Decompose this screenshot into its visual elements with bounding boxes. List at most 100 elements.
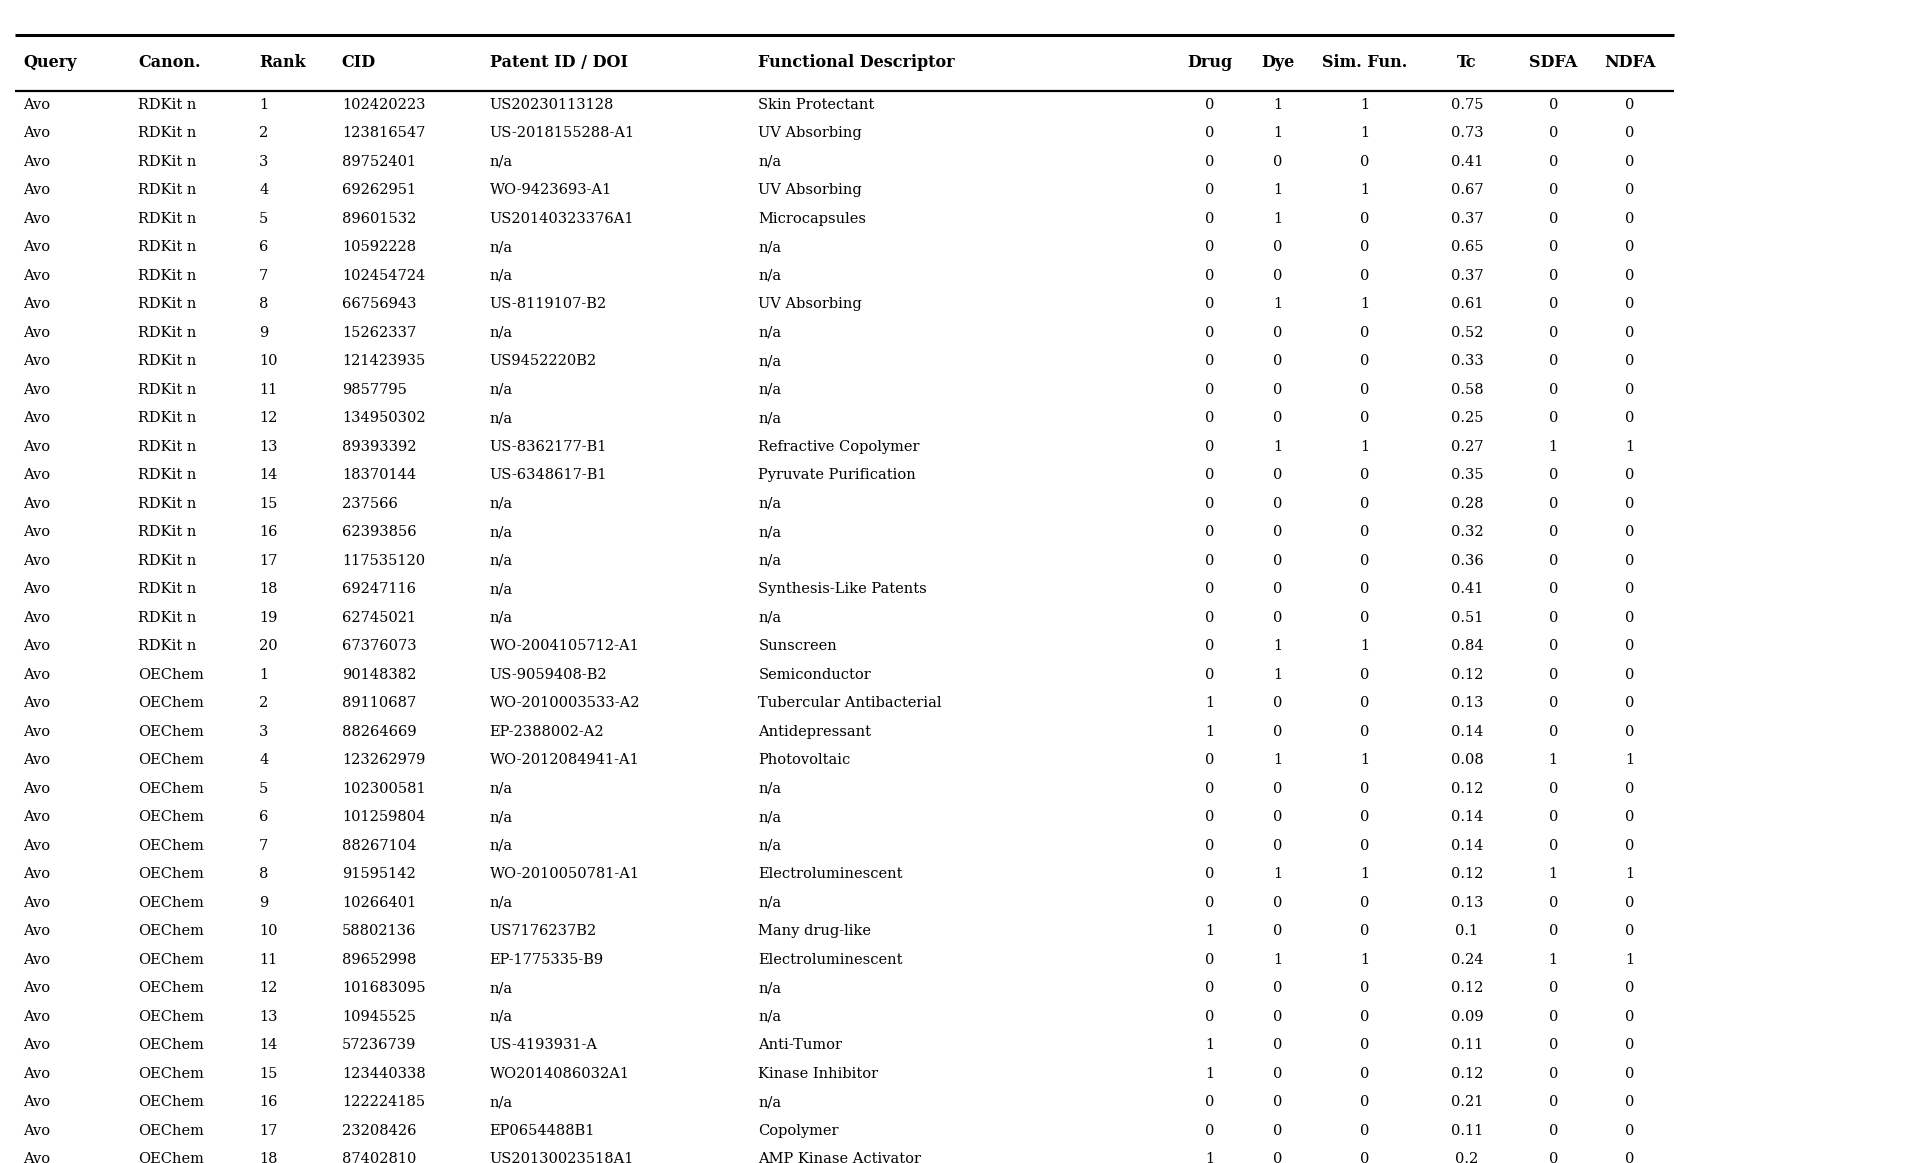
Text: 1: 1 (1273, 754, 1283, 768)
Text: RDKit n: RDKit n (138, 355, 196, 369)
Text: 1: 1 (1273, 952, 1283, 966)
Text: 0.12: 0.12 (1452, 668, 1482, 682)
Text: 18: 18 (259, 583, 278, 597)
Text: Avo: Avo (23, 383, 50, 397)
Text: 0: 0 (1206, 497, 1213, 511)
Text: EP-2388002-A2: EP-2388002-A2 (490, 725, 605, 739)
Text: 0: 0 (1626, 127, 1634, 141)
Text: 0: 0 (1549, 554, 1557, 568)
Text: Avo: Avo (23, 640, 50, 654)
Text: OEChem: OEChem (138, 982, 204, 996)
Text: Patent ID / DOI: Patent ID / DOI (490, 55, 628, 71)
Text: 0.14: 0.14 (1452, 811, 1482, 825)
Text: OEChem: OEChem (138, 952, 204, 966)
Text: RDKit n: RDKit n (138, 212, 196, 226)
Text: Functional Descriptor: Functional Descriptor (758, 55, 954, 71)
Text: n/a: n/a (758, 554, 781, 568)
Text: 1: 1 (1626, 440, 1634, 454)
Text: 0: 0 (1206, 212, 1213, 226)
Text: WO-9423693-A1: WO-9423693-A1 (490, 184, 612, 198)
Text: Avo: Avo (23, 668, 50, 682)
Text: 0: 0 (1273, 269, 1283, 283)
Text: 122224185: 122224185 (342, 1096, 424, 1110)
Text: 0: 0 (1206, 982, 1213, 996)
Text: 0: 0 (1206, 668, 1213, 682)
Text: 0.35: 0.35 (1452, 469, 1482, 483)
Text: 0.58: 0.58 (1452, 383, 1482, 397)
Text: Query: Query (23, 55, 77, 71)
Text: Synthesis-Like Patents: Synthesis-Like Patents (758, 583, 927, 597)
Text: 4: 4 (259, 184, 269, 198)
Text: 88264669: 88264669 (342, 725, 417, 739)
Text: 0: 0 (1549, 241, 1557, 255)
Text: 0: 0 (1626, 925, 1634, 939)
Text: 1: 1 (1626, 754, 1634, 768)
Text: 16: 16 (259, 526, 278, 540)
Text: 0: 0 (1626, 241, 1634, 255)
Text: Copolymer: Copolymer (758, 1123, 839, 1137)
Text: 0: 0 (1361, 896, 1369, 909)
Text: 3: 3 (259, 155, 269, 169)
Text: Avo: Avo (23, 1066, 50, 1080)
Text: UV Absorbing: UV Absorbing (758, 298, 862, 312)
Text: OEChem: OEChem (138, 697, 204, 711)
Text: 1: 1 (1273, 98, 1283, 112)
Text: 0: 0 (1626, 640, 1634, 654)
Text: 7: 7 (259, 839, 269, 852)
Text: 0: 0 (1626, 982, 1634, 996)
Text: Avo: Avo (23, 583, 50, 597)
Text: Avo: Avo (23, 1153, 50, 1163)
Text: OEChem: OEChem (138, 811, 204, 825)
Text: 0: 0 (1206, 526, 1213, 540)
Text: 0: 0 (1206, 127, 1213, 141)
Text: 0: 0 (1361, 1009, 1369, 1023)
Text: RDKit n: RDKit n (138, 241, 196, 255)
Text: 0: 0 (1549, 1009, 1557, 1023)
Text: 0.2: 0.2 (1455, 1153, 1478, 1163)
Text: 0: 0 (1549, 839, 1557, 852)
Text: 0: 0 (1549, 982, 1557, 996)
Text: 0.14: 0.14 (1452, 725, 1482, 739)
Text: 0: 0 (1361, 839, 1369, 852)
Text: 0: 0 (1361, 526, 1369, 540)
Text: 13: 13 (259, 440, 278, 454)
Text: EP-1775335-B9: EP-1775335-B9 (490, 952, 603, 966)
Text: 0: 0 (1549, 469, 1557, 483)
Text: RDKit n: RDKit n (138, 383, 196, 397)
Text: 0.14: 0.14 (1452, 839, 1482, 852)
Text: 6: 6 (259, 811, 269, 825)
Text: 0: 0 (1206, 98, 1213, 112)
Text: US-2018155288-A1: US-2018155288-A1 (490, 127, 636, 141)
Text: 1: 1 (1361, 184, 1369, 198)
Text: 0: 0 (1206, 440, 1213, 454)
Text: 0: 0 (1273, 355, 1283, 369)
Text: 0: 0 (1273, 611, 1283, 625)
Text: 123440338: 123440338 (342, 1066, 426, 1080)
Text: 0: 0 (1361, 241, 1369, 255)
Text: n/a: n/a (490, 269, 513, 283)
Text: 17: 17 (259, 1123, 278, 1137)
Text: OEChem: OEChem (138, 1039, 204, 1053)
Text: 0.11: 0.11 (1452, 1039, 1482, 1053)
Text: n/a: n/a (758, 497, 781, 511)
Text: 0.12: 0.12 (1452, 868, 1482, 882)
Text: 0: 0 (1361, 554, 1369, 568)
Text: 0: 0 (1626, 554, 1634, 568)
Text: 0: 0 (1626, 896, 1634, 909)
Text: Avo: Avo (23, 184, 50, 198)
Text: CID: CID (342, 55, 376, 71)
Text: Avo: Avo (23, 611, 50, 625)
Text: 1: 1 (1206, 925, 1213, 939)
Text: 1: 1 (1206, 1153, 1213, 1163)
Text: 1: 1 (1361, 952, 1369, 966)
Text: 0: 0 (1206, 583, 1213, 597)
Text: 0: 0 (1549, 697, 1557, 711)
Text: 0: 0 (1626, 1039, 1634, 1053)
Text: 0: 0 (1206, 469, 1213, 483)
Text: 69262951: 69262951 (342, 184, 417, 198)
Text: Avo: Avo (23, 526, 50, 540)
Text: 0: 0 (1206, 811, 1213, 825)
Text: 101259804: 101259804 (342, 811, 424, 825)
Text: 1: 1 (1361, 440, 1369, 454)
Text: 101683095: 101683095 (342, 982, 426, 996)
